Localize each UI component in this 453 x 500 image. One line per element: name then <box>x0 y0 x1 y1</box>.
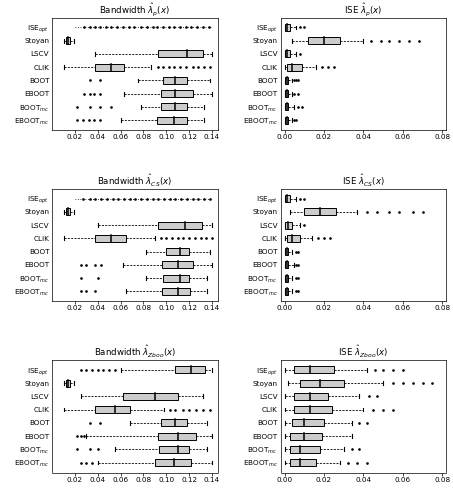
FancyBboxPatch shape <box>166 248 189 255</box>
FancyBboxPatch shape <box>287 64 302 70</box>
FancyBboxPatch shape <box>123 393 178 400</box>
FancyBboxPatch shape <box>284 274 289 281</box>
FancyBboxPatch shape <box>159 446 189 453</box>
FancyBboxPatch shape <box>284 24 290 31</box>
Title: Bandwidth $\hat{\lambda}_{CS}(x)$: Bandwidth $\hat{\lambda}_{CS}(x)$ <box>97 172 173 188</box>
FancyBboxPatch shape <box>294 366 334 374</box>
FancyBboxPatch shape <box>294 393 328 400</box>
FancyBboxPatch shape <box>284 50 290 58</box>
Title: ISE $\hat{\lambda}_{Zboo}(x)$: ISE $\hat{\lambda}_{Zboo}(x)$ <box>338 344 388 360</box>
FancyBboxPatch shape <box>66 37 70 44</box>
FancyBboxPatch shape <box>175 366 205 374</box>
FancyBboxPatch shape <box>158 50 203 58</box>
Title: Bandwidth $\hat{\lambda}_p(x)$: Bandwidth $\hat{\lambda}_p(x)$ <box>99 1 170 18</box>
FancyBboxPatch shape <box>96 235 126 242</box>
Title: ISE $\hat{\lambda}_p(x)$: ISE $\hat{\lambda}_p(x)$ <box>344 1 383 18</box>
Title: ISE $\hat{\lambda}_{CS}(x)$: ISE $\hat{\lambda}_{CS}(x)$ <box>342 172 385 188</box>
FancyBboxPatch shape <box>155 459 192 466</box>
FancyBboxPatch shape <box>160 420 187 426</box>
FancyBboxPatch shape <box>96 406 130 413</box>
FancyBboxPatch shape <box>284 195 290 202</box>
FancyBboxPatch shape <box>160 90 193 97</box>
FancyBboxPatch shape <box>284 222 293 228</box>
Title: Bandwidth $\hat{\lambda}_{Zboo}(x)$: Bandwidth $\hat{\lambda}_{Zboo}(x)$ <box>94 344 176 360</box>
FancyBboxPatch shape <box>308 37 340 44</box>
FancyBboxPatch shape <box>163 77 187 84</box>
FancyBboxPatch shape <box>290 446 320 453</box>
FancyBboxPatch shape <box>66 380 70 386</box>
FancyBboxPatch shape <box>158 222 202 228</box>
FancyBboxPatch shape <box>284 116 289 123</box>
FancyBboxPatch shape <box>293 420 324 426</box>
FancyBboxPatch shape <box>300 380 344 386</box>
FancyBboxPatch shape <box>284 248 289 255</box>
FancyBboxPatch shape <box>290 459 316 466</box>
FancyBboxPatch shape <box>284 288 289 295</box>
FancyBboxPatch shape <box>284 90 289 97</box>
FancyBboxPatch shape <box>294 406 332 413</box>
FancyBboxPatch shape <box>290 432 322 440</box>
FancyBboxPatch shape <box>287 235 300 242</box>
FancyBboxPatch shape <box>157 116 187 123</box>
FancyBboxPatch shape <box>96 64 124 70</box>
FancyBboxPatch shape <box>304 208 336 216</box>
FancyBboxPatch shape <box>163 274 189 281</box>
FancyBboxPatch shape <box>158 432 196 440</box>
FancyBboxPatch shape <box>162 288 190 295</box>
FancyBboxPatch shape <box>284 104 289 110</box>
FancyBboxPatch shape <box>162 262 193 268</box>
FancyBboxPatch shape <box>160 104 187 110</box>
FancyBboxPatch shape <box>66 208 70 216</box>
FancyBboxPatch shape <box>284 77 289 84</box>
FancyBboxPatch shape <box>284 262 289 268</box>
